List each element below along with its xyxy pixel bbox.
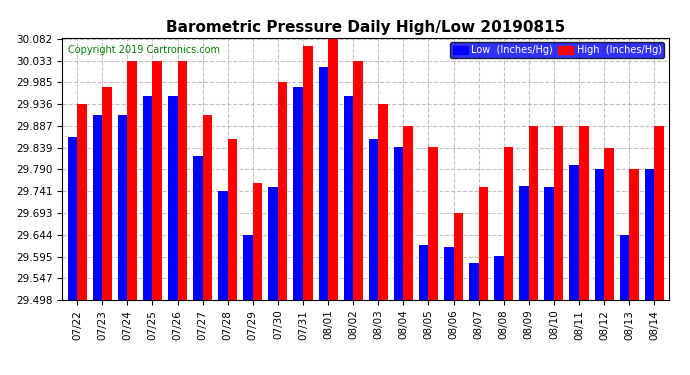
Bar (228, 139, 237, 300)
Bar (469, 263, 479, 300)
Bar (644, 170, 654, 300)
Bar (218, 191, 228, 300)
Bar (595, 170, 604, 300)
Bar (494, 256, 504, 300)
Bar (193, 156, 203, 300)
Bar (579, 126, 589, 300)
Bar (654, 126, 664, 300)
Text: Copyright 2019 Cartronics.com: Copyright 2019 Cartronics.com (68, 45, 220, 56)
Legend: Low  (Inches/Hg), High  (Inches/Hg): Low (Inches/Hg), High (Inches/Hg) (450, 42, 664, 58)
Bar (77, 104, 87, 300)
Bar (244, 235, 253, 300)
Bar (128, 61, 137, 300)
Bar (118, 115, 128, 300)
Bar (328, 39, 337, 300)
Bar (68, 137, 77, 300)
Bar (544, 187, 554, 300)
Bar (620, 235, 629, 300)
Bar (143, 96, 152, 300)
Bar (168, 96, 177, 300)
Bar (353, 61, 363, 300)
Bar (554, 126, 564, 300)
Bar (479, 187, 488, 300)
Bar (303, 46, 313, 300)
Bar (394, 147, 404, 300)
Bar (102, 87, 112, 300)
Bar (368, 139, 378, 300)
Bar (378, 104, 388, 300)
Bar (444, 247, 453, 300)
Bar (268, 187, 278, 300)
Bar (569, 165, 579, 300)
Bar (177, 61, 187, 300)
Bar (529, 126, 538, 300)
Bar (453, 213, 463, 300)
Bar (504, 147, 513, 300)
Bar (520, 186, 529, 300)
Bar (629, 170, 639, 300)
Bar (278, 82, 288, 300)
Bar (428, 147, 438, 300)
Bar (152, 61, 162, 300)
Bar (92, 115, 102, 300)
Bar (344, 96, 353, 300)
Bar (319, 67, 328, 300)
Bar (203, 115, 212, 300)
Title: Barometric Pressure Daily High/Low 20190815: Barometric Pressure Daily High/Low 20190… (166, 20, 565, 35)
Bar (253, 183, 262, 300)
Bar (293, 87, 303, 300)
Bar (404, 126, 413, 300)
Bar (419, 246, 428, 300)
Bar (604, 147, 613, 300)
